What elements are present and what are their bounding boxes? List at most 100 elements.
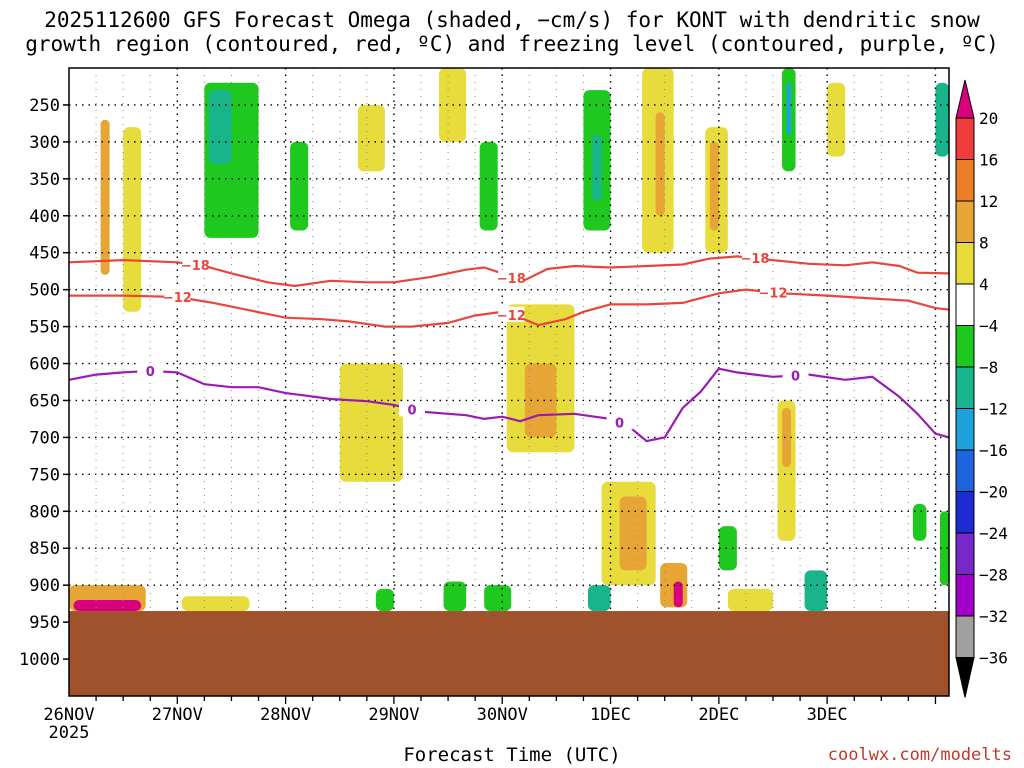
chart-title-line1: 2025112600 GFS Forecast Omega (shaded, −…: [44, 8, 980, 32]
omega-cell-17: [935, 82, 949, 157]
y-tick-label-650: 650: [29, 391, 60, 411]
x-tick-label-1DEC: 1DEC: [590, 705, 631, 725]
contour-label-dgz_-12-1: −12: [497, 309, 526, 324]
y-tick-label-500: 500: [29, 281, 60, 301]
omega-cell-28: [804, 570, 828, 612]
x-tick-label-28NOV: 28NOV: [260, 705, 311, 725]
y-tick-label-250: 250: [29, 96, 60, 116]
colorbar-bin-12: [955, 574, 975, 617]
x-tick-label-27NOV: 27NOV: [152, 705, 203, 725]
credit-link[interactable]: coolwx.com/modelts: [827, 745, 1012, 765]
contour-label-bg-dgz_-12-1: [498, 306, 525, 322]
contour-label-bg-freezing_0-2: [606, 414, 633, 430]
colorbar-label-5: −4: [979, 317, 998, 336]
x-tick-sublabel-26NOV: 2025: [49, 723, 90, 743]
colorbar-bin-6: [955, 325, 975, 368]
omega-cell-15: [786, 82, 792, 135]
omega-cell-0: [100, 119, 110, 275]
contour-label-bg-dgz_-12-2: [760, 284, 786, 300]
contour-label-dgz_-18-1: −18: [497, 272, 526, 287]
colorbar-bin-9: [955, 449, 975, 492]
colorbar-bin-10: [955, 491, 975, 534]
colorbar-label-9: −20: [979, 483, 1008, 502]
colorbar-label-4: 4: [979, 275, 989, 294]
omega-cell-3: [208, 90, 232, 165]
chart-title-line2: growth region (contoured, red, ºC) and f…: [25, 32, 999, 56]
colorbar-bin-13: [955, 615, 975, 658]
colorbar-bin-8: [955, 408, 975, 451]
omega-cell-29: [912, 503, 927, 541]
omega-cell-16: [827, 82, 846, 157]
y-tick-label-950: 950: [29, 613, 60, 633]
colorbar-label-12: −32: [979, 607, 1008, 626]
y-tick-label-600: 600: [29, 355, 60, 375]
omega-cell-1: [123, 127, 142, 312]
contour-label-bg-freezing_0-0: [137, 362, 164, 378]
omega-cell-34: [375, 588, 394, 612]
y-tick-label-550: 550: [29, 318, 60, 338]
x-tick-label-3DEC: 3DEC: [807, 705, 848, 725]
ground-surface: [69, 611, 949, 696]
omega-cell-4: [290, 141, 309, 231]
contour-label-bg-dgz_-12-0: [164, 289, 191, 305]
omega-shading-layer: [69, 68, 949, 612]
omega-cell-19: [524, 363, 557, 438]
colorbar-bin-4: [955, 242, 975, 285]
x-axis-label: Forecast Time (UTC): [403, 744, 621, 766]
colorbar: 20 16 12 8 4 −4 −8 −12 −16 −20 −24 −28 −32 −36: [955, 79, 1008, 698]
contour-label-dgz_-18-2: −18: [740, 252, 769, 267]
x-tick-label-26NOV: 26NOV: [43, 705, 94, 725]
contour-layer: −18 −18 −18 −12 −12 −12 0 0 0 0: [68, 250, 950, 443]
colorbar-label-10: −24: [979, 524, 1008, 543]
contour-label-bg-dgz_-18-0: [182, 256, 209, 272]
omega-cell-32: [73, 599, 142, 612]
y-tick-label-750: 750: [29, 465, 60, 485]
y-tick-label-1000: 1000: [19, 650, 60, 670]
colorbar-label-6: −8: [979, 358, 998, 377]
omega-cell-11: [655, 112, 665, 216]
omega-cell-9: [592, 134, 602, 201]
contour-label-dgz_-12-0: −12: [163, 291, 192, 306]
y-tick-label-450: 450: [29, 244, 60, 264]
contour-dgz_-12: [69, 288, 950, 328]
y-axis: 250 300 350 400 450 500 550 600 650 700 750 800 850 9…: [19, 96, 69, 670]
contour-label-freezing_0-0: 0: [146, 365, 155, 380]
contour-label-bg-freezing_0-3: [782, 367, 809, 383]
colorbar-label-1: 16: [979, 151, 998, 170]
colorbar-label-13: −36: [979, 649, 1008, 668]
omega-cell-7: [479, 141, 498, 231]
omega-cell-30: [939, 511, 949, 586]
y-tick-label-400: 400: [29, 207, 60, 227]
colorbar-bin-7: [955, 366, 975, 409]
omega-cell-25: [718, 526, 737, 571]
y-tick-label-800: 800: [29, 502, 60, 522]
contour-label-bg-dgz_-18-1: [498, 269, 525, 285]
contour-label-freezing_0-2: 0: [615, 417, 624, 432]
colorbar-bin-2: [955, 159, 975, 202]
colorbar-bin-1: [955, 117, 975, 160]
omega-cell-24: [673, 581, 683, 608]
omega-cell-35: [484, 585, 512, 612]
colorbar-top-triangle: [955, 79, 975, 119]
y-tick-label-850: 850: [29, 539, 60, 559]
colorbar-label-2: 12: [979, 192, 998, 211]
x-tick-label-30NOV: 30NOV: [477, 705, 528, 725]
colorbar-bin-11: [955, 532, 975, 575]
colorbar-label-11: −28: [979, 566, 1008, 585]
y-tick-label-300: 300: [29, 133, 60, 153]
omega-cell-22: [619, 496, 647, 571]
omega-cell-27: [782, 407, 792, 467]
colorbar-label-8: −16: [979, 441, 1008, 460]
grid-layer: [69, 68, 949, 696]
omega-cell-5: [357, 104, 385, 172]
y-tick-label-700: 700: [29, 428, 60, 448]
contour-freezing_0: [68, 367, 950, 443]
omega-cell-13: [709, 141, 719, 231]
colorbar-label-7: −12: [979, 400, 1008, 419]
omega-cell-38: [443, 581, 467, 612]
contour-label-freezing_0-1: 0: [407, 403, 416, 418]
plot-frame: [68, 67, 950, 697]
y-tick-label-900: 900: [29, 576, 60, 596]
